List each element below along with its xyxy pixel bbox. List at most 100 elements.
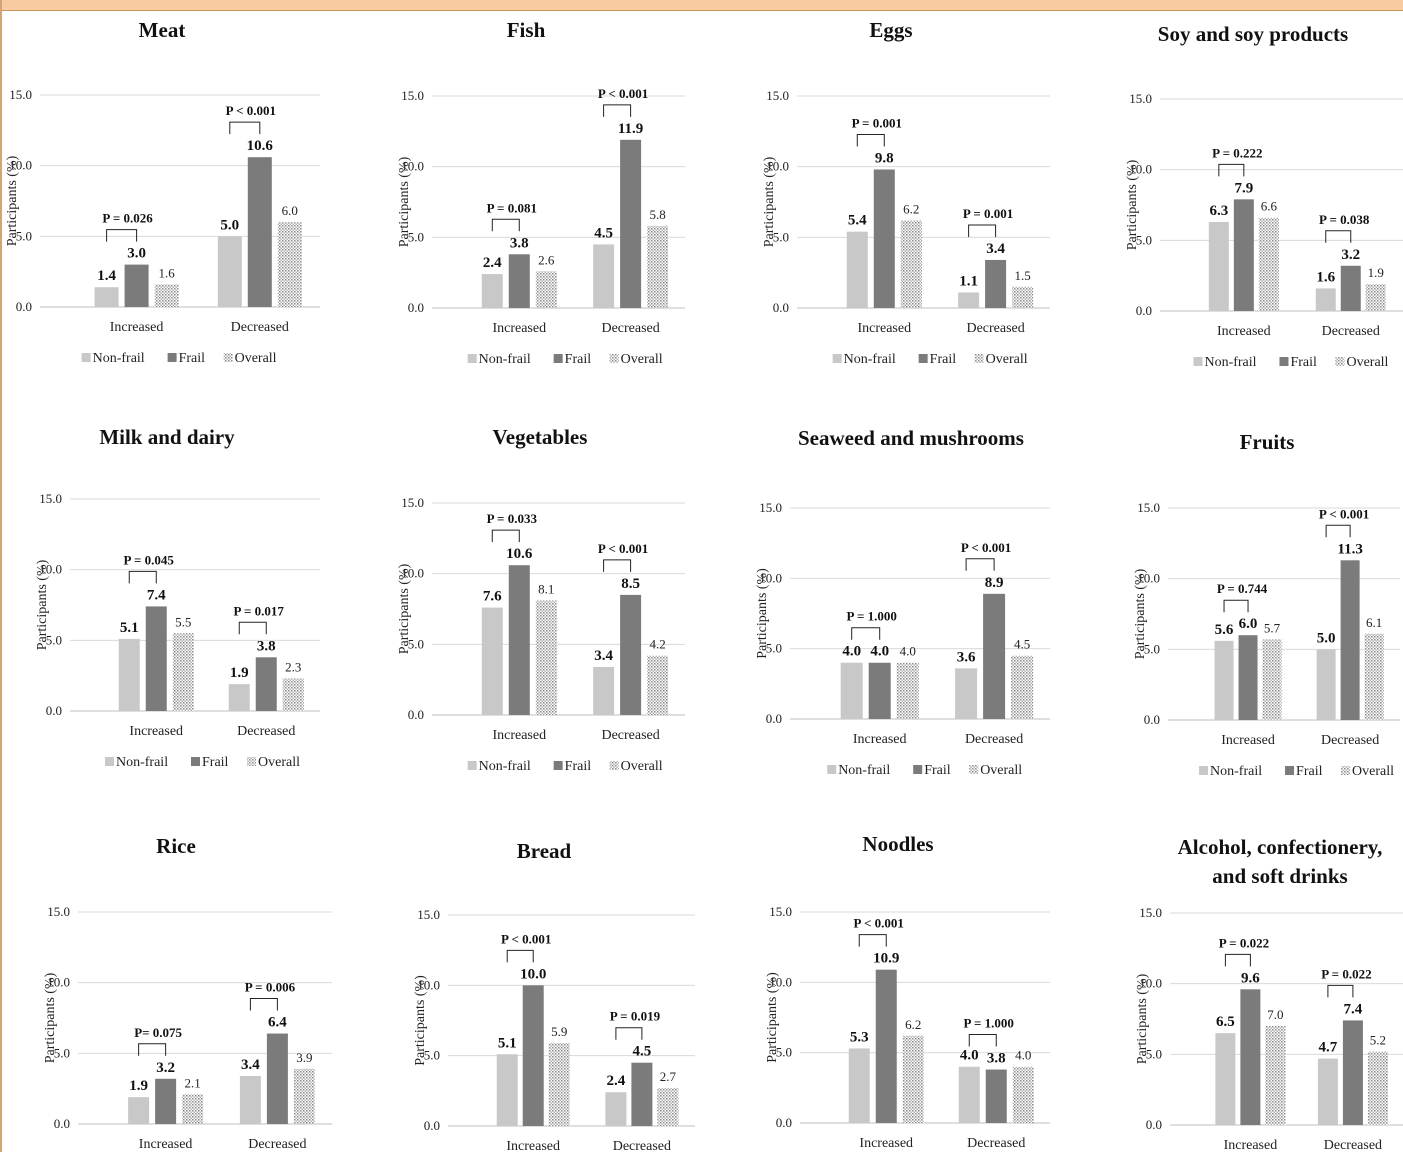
- bar-nonfrail: [228, 684, 250, 711]
- p-value-bracket: [1218, 163, 1245, 177]
- y-tick-label: 0.0: [424, 1118, 440, 1133]
- y-axis-label: Participants (%): [5, 155, 20, 246]
- data-label: 5.1: [120, 620, 139, 636]
- y-tick-label: 0.0: [1136, 303, 1152, 318]
- legend-frail-label: Frail: [1290, 355, 1317, 370]
- legend-overall-swatch: [247, 757, 256, 766]
- p-value-label: P < 0.001: [598, 541, 648, 556]
- x-category-label: Increased: [857, 321, 911, 336]
- data-label: 3.8: [510, 235, 529, 251]
- legend-overall-swatch: [609, 761, 619, 770]
- data-label: 1.9: [230, 665, 249, 681]
- p-value-label: P < 0.001: [598, 86, 648, 101]
- p-value-bracket: [138, 1043, 167, 1056]
- y-tick-label: 10.0: [417, 977, 440, 992]
- data-label: 5.4: [848, 213, 867, 229]
- bar-nonfrail: [593, 244, 615, 308]
- y-tick-label: 15.0: [39, 491, 62, 506]
- chart-title: Soy and soy products: [1158, 22, 1348, 46]
- x-category-label: Increased: [492, 728, 546, 743]
- bar-overall: [647, 655, 669, 715]
- data-label: 4.5: [633, 1044, 652, 1060]
- top-banner: [0, 0, 1403, 11]
- x-category-label: Increased: [853, 732, 907, 747]
- y-tick-label: 15.0: [401, 88, 424, 103]
- x-category-label: Decreased: [967, 1136, 1025, 1151]
- legend-nonfrail-swatch: [467, 761, 477, 770]
- y-tick-label: 15.0: [9, 87, 32, 102]
- data-label: 3.4: [241, 1057, 260, 1073]
- data-label: 10.6: [247, 138, 274, 154]
- data-label: 6.0: [282, 203, 298, 218]
- p-value-label: P = 0.744: [1217, 581, 1268, 596]
- data-label: 7.4: [1344, 1001, 1363, 1017]
- legend-overall-label: Overall: [621, 759, 663, 774]
- legend-nonfrail-label: Non-frail: [93, 351, 145, 366]
- data-label: 6.0: [1239, 616, 1258, 632]
- legend-frail-swatch: [191, 757, 200, 766]
- y-tick-label: 0.0: [16, 299, 32, 314]
- y-tick-label: 0.0: [46, 703, 62, 718]
- p-value-label: P < 0.001: [226, 103, 276, 118]
- legend-frail-swatch: [913, 765, 923, 774]
- bar-overall: [1258, 217, 1279, 311]
- x-category-label: Increased: [859, 1136, 913, 1151]
- p-value-label: P = 0.019: [610, 1009, 661, 1024]
- x-category-label: Increased: [1224, 1138, 1278, 1153]
- bar-nonfrail: [481, 274, 503, 308]
- bar-nonfrail: [958, 1066, 980, 1123]
- y-axis-label: Participants (%): [1135, 973, 1150, 1064]
- y-tick-label: 10.0: [759, 570, 782, 585]
- p-value-bracket: [968, 224, 997, 237]
- bar-overall: [900, 220, 922, 308]
- chart-panel: Fruits 0.0 5.0 10.0 15.0 Participants (%) 5.6 6…: [1133, 430, 1400, 779]
- legend-nonfrail-label: Non-frail: [116, 755, 168, 770]
- y-tick-label: 0.0: [773, 300, 789, 315]
- y-tick-label: 10.0: [401, 159, 424, 174]
- chart-title: Seaweed and mushrooms: [798, 426, 1024, 450]
- legend-nonfrail-swatch: [1199, 766, 1209, 775]
- data-label: 5.1: [498, 1035, 517, 1051]
- data-label: 6.4: [268, 1015, 287, 1031]
- x-category-label: Decreased: [966, 321, 1024, 336]
- x-category-label: Increased: [1217, 324, 1271, 339]
- y-axis-label: Participants (%): [413, 975, 428, 1066]
- bar-nonfrail: [605, 1092, 627, 1126]
- data-label: 7.0: [1267, 1007, 1283, 1022]
- data-label: 2.7: [660, 1069, 677, 1084]
- data-label: 1.6: [1316, 269, 1335, 285]
- bar-frail: [868, 662, 891, 719]
- data-label: 3.4: [986, 241, 1005, 257]
- legend-overall-swatch: [1335, 357, 1345, 366]
- chart-panel: Meat 0.0 5.0 10.0 15.0 Participants (%) 1.4 3.0…: [5, 18, 320, 366]
- bar-frail: [145, 606, 167, 711]
- data-label: 5.5: [175, 614, 191, 629]
- bar-overall: [1367, 1051, 1388, 1125]
- p-value-label: P = 0.001: [852, 115, 902, 130]
- bar-nonfrail: [848, 1048, 870, 1123]
- data-label: 3.2: [1341, 247, 1360, 263]
- bar-frail: [1238, 635, 1258, 720]
- bar-overall: [277, 222, 302, 307]
- chart-panel: Seaweed and mushrooms 0.0 5.0 10.0 15.0 Parti…: [755, 426, 1050, 778]
- y-tick-label: 10.0: [401, 566, 424, 581]
- p-value-bracket: [128, 570, 157, 584]
- y-axis-label: Participants (%): [43, 972, 58, 1063]
- data-label: 11.9: [618, 121, 643, 137]
- y-tick-label: 10.0: [1129, 162, 1152, 177]
- bar-nonfrail: [958, 292, 980, 308]
- bar-overall: [647, 226, 669, 308]
- legend-nonfrail-label: Non-frail: [838, 763, 890, 778]
- chart-panel: Alcohol, confectionery, and soft drinks 0.…: [1135, 835, 1403, 1153]
- y-axis-label: Participants (%): [762, 156, 777, 247]
- x-category-label: Decreased: [601, 728, 659, 743]
- bar-overall: [535, 600, 557, 715]
- bar-overall: [182, 1094, 204, 1124]
- bar-overall: [535, 271, 557, 308]
- legend-overall-label: Overall: [1346, 355, 1388, 370]
- x-category-label: Decreased: [237, 724, 295, 739]
- chart-title: Alcohol, confectionery,: [1178, 835, 1383, 859]
- data-label: 8.5: [621, 576, 640, 592]
- data-label: 5.6: [1215, 622, 1234, 638]
- y-tick-label: 5.0: [46, 632, 62, 647]
